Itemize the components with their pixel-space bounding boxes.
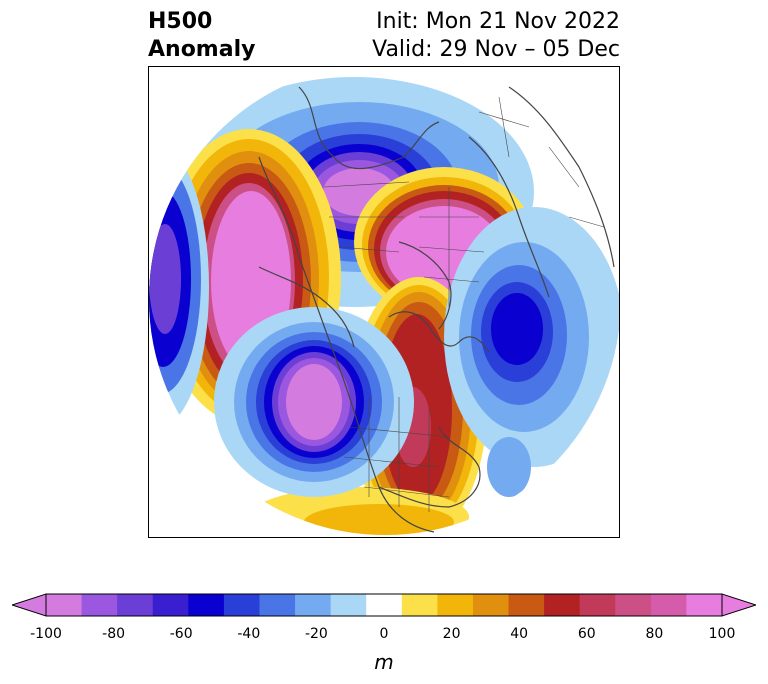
colorbar-segment xyxy=(650,594,687,616)
colorbar-extend-high xyxy=(722,594,756,616)
colorbar-segment xyxy=(579,594,616,616)
colorbar-segment xyxy=(295,594,332,616)
anomaly-map xyxy=(148,66,620,538)
colorbar-segment xyxy=(544,594,581,616)
colorbar-tick-label: 60 xyxy=(577,626,596,642)
colorbar-segment xyxy=(686,594,723,616)
anomaly-atlantic-negative xyxy=(444,207,619,497)
colorbar-segment xyxy=(188,594,225,616)
colorbar-segment xyxy=(401,594,438,616)
colorbar-segment xyxy=(46,594,83,616)
colorbar-tick-label: -80 xyxy=(102,626,126,642)
colorbar-tick-label: 100 xyxy=(708,626,736,642)
colorbar xyxy=(10,590,758,620)
colorbar-extend-low xyxy=(12,594,46,616)
valid-range: Valid: 29 Nov – 05 Dec xyxy=(372,37,620,62)
colorbar-tick-label: 80 xyxy=(645,626,664,642)
colorbar-segment xyxy=(81,594,118,616)
map-canvas xyxy=(149,67,619,535)
colorbar-segment xyxy=(615,594,652,616)
title-line-2: Anomaly xyxy=(148,37,256,62)
colorbar-svg xyxy=(10,593,758,617)
colorbar-segment xyxy=(437,594,474,616)
chart-title: H500 Anomaly xyxy=(148,8,255,64)
colorbar-segment xyxy=(152,594,189,616)
date-info: Init: Mon 21 Nov 2022 Valid: 29 Nov – 05… xyxy=(372,8,620,64)
colorbar-segment xyxy=(259,594,296,616)
borders xyxy=(323,96,605,512)
colorbar-segment xyxy=(330,594,367,616)
colorbar-tick-label: 0 xyxy=(379,626,389,642)
colorbar-tick-label: -100 xyxy=(30,626,62,642)
anomaly-far-west-negative xyxy=(149,147,209,427)
colorbar-unit: m xyxy=(374,650,394,674)
colorbar-segment xyxy=(508,594,545,616)
colorbar-segment xyxy=(366,594,403,616)
colorbar-tick-label: -20 xyxy=(304,626,328,642)
colorbar-segment xyxy=(223,594,260,616)
colorbar-tick-label: 20 xyxy=(442,626,461,642)
title-line-1: H500 xyxy=(148,9,213,34)
colorbar-tick-label: 40 xyxy=(510,626,529,642)
init-date: Init: Mon 21 Nov 2022 xyxy=(376,9,620,34)
colorbar-tick-label: -40 xyxy=(237,626,261,642)
anomaly-western-us-negative xyxy=(214,307,414,497)
coastlines xyxy=(258,86,615,533)
colorbar-segment xyxy=(472,594,510,616)
colorbar-tick-label: -60 xyxy=(169,626,193,642)
colorbar-segment xyxy=(117,594,154,616)
